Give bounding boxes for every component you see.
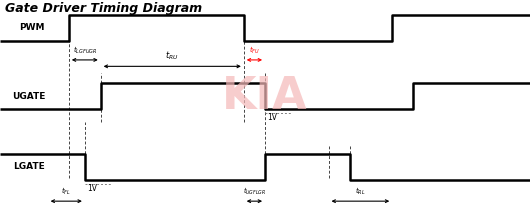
Text: 1V: 1V: [87, 184, 98, 193]
Text: Gate Driver Timing Diagram: Gate Driver Timing Diagram: [5, 2, 202, 15]
Text: 1V: 1V: [268, 113, 278, 122]
Text: $t_{RL}$: $t_{RL}$: [355, 186, 366, 197]
Text: UGATE: UGATE: [12, 92, 45, 101]
Text: $t_{RU}$: $t_{RU}$: [165, 50, 179, 62]
Text: $t_{FL}$: $t_{FL}$: [61, 186, 71, 197]
Text: $t_{LGFUGR}$: $t_{LGFUGR}$: [73, 45, 97, 56]
Text: PWM: PWM: [20, 23, 45, 32]
Text: LGATE: LGATE: [13, 162, 45, 171]
Text: $t_{FU}$: $t_{FU}$: [249, 45, 260, 56]
Text: $t_{UGFLGR}$: $t_{UGFLGR}$: [243, 186, 266, 197]
Text: KIA: KIA: [222, 75, 308, 118]
